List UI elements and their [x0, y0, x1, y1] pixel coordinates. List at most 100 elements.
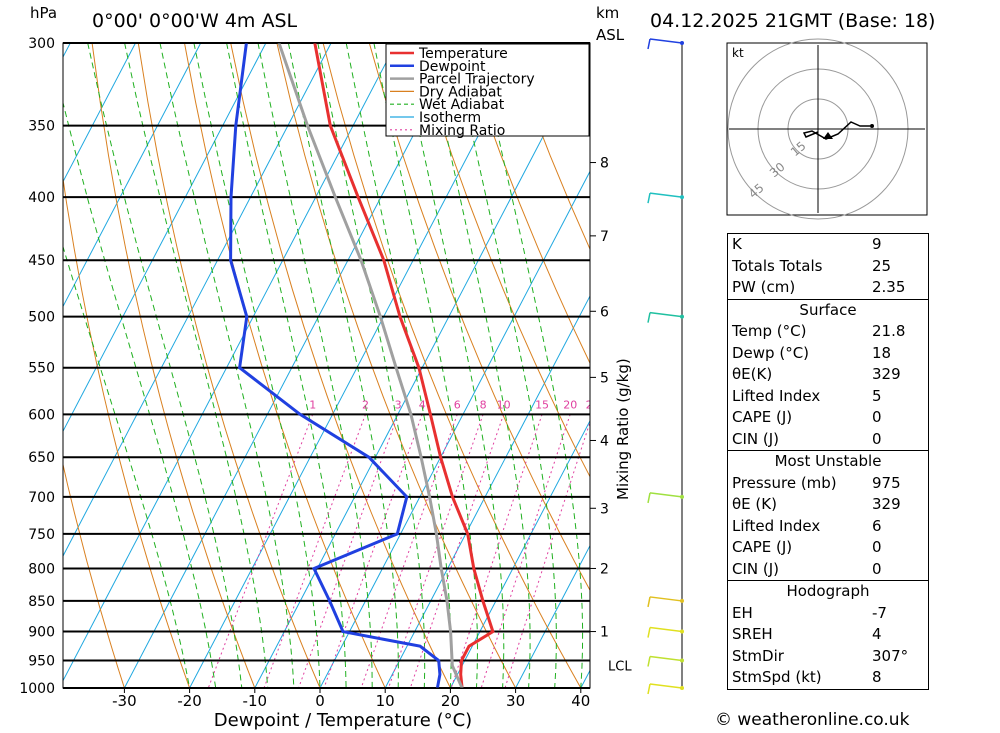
pressure-tick-label: 850	[28, 594, 55, 610]
mixing-ratio-label: 10	[497, 398, 511, 411]
hodograph-point	[870, 124, 874, 128]
mixing-ratio-label: 8	[480, 398, 487, 411]
x-tick-label: 10	[376, 692, 395, 710]
storm-motion-marker	[823, 132, 833, 139]
legend-label: Dry Adiabat	[419, 84, 502, 100]
x-tick-label: 30	[506, 692, 525, 710]
index-row-pw: PW (cm) 2.35	[732, 278, 906, 296]
legend-label: Isotherm	[419, 110, 481, 126]
footer-credit[interactable]: © weatheronline.co.uk	[715, 710, 910, 730]
legend-label: Temperature	[418, 46, 508, 62]
wet-adiabat-line	[257, 43, 373, 688]
plot-frame	[62, 42, 591, 689]
km-tick-label: 4	[600, 433, 609, 449]
isotherm-line	[63, 43, 202, 308]
mixing-ratio-label: 3	[395, 398, 402, 411]
dry-adiabat-line	[91, 43, 256, 688]
wet-adiabat-line	[373, 43, 479, 688]
mixing-ratio-axis-label: Mixing Ratio (g/kg)	[614, 358, 632, 500]
legend-label: Dewpoint	[419, 59, 486, 75]
mixing-ratio-line	[298, 414, 399, 688]
wind-barb	[647, 683, 683, 695]
isotherm-line	[63, 43, 267, 433]
pressure-tick-label: 900	[28, 625, 55, 641]
pressure-tick-label: 950	[28, 654, 55, 670]
wet-adiabat-line	[63, 100, 217, 688]
mixing-ratio-line	[388, 414, 484, 688]
wet-adiabat-line	[124, 43, 269, 688]
wind-barb	[647, 38, 683, 50]
mixing-ratio-label: 1	[309, 398, 316, 411]
x-tick-label: 0	[315, 692, 325, 710]
mixing-ratio-label: 6	[454, 398, 461, 411]
header-location: 0°00' 0°00'W 4m ASL	[92, 10, 298, 32]
dry-adiabat-line	[461, 43, 590, 365]
lcl-label: LCL	[608, 660, 632, 675]
km-tick-label: 1	[600, 625, 609, 641]
mixing-ratio-line	[409, 414, 505, 688]
dry-adiabat-line	[415, 43, 590, 478]
surface-section: Surface Temp (°C) 21.8 Dewp (°C) 18 θE(K) 3…	[728, 298, 928, 451]
header-datetime: 04.12.2025 21GMT (Base: 18)	[650, 10, 936, 32]
isotherm-line	[123, 43, 462, 688]
dry-adiabat-line	[63, 462, 125, 688]
isotherm-line	[63, 43, 397, 682]
wet-adiabat-line	[477, 43, 584, 688]
pressure-tick-label: 800	[28, 561, 55, 577]
mixing-ratio-label: 25	[586, 398, 600, 411]
pressure-tick-label: 700	[28, 490, 55, 506]
mixing-ratio-label: 2	[362, 398, 369, 411]
dry-adiabat-line	[970, 43, 1000, 688]
pressure-tick-label: 600	[28, 407, 55, 423]
hodograph-section: Hodograph EH -7 SREH 4 StmDir 307° StmSpd (…	[728, 580, 928, 689]
mixing-ratio-line	[360, 414, 458, 688]
wet-adiabat-line	[159, 43, 295, 688]
series-temperature	[313, 43, 495, 688]
surface-title: Surface	[799, 300, 857, 319]
index-row-totals: Totals Totals 25	[732, 256, 892, 275]
dry-adiabat-line	[322, 43, 582, 688]
mixing-ratio-label: 4	[419, 398, 426, 411]
wind-barbs	[647, 38, 684, 695]
mixing-ratio-line	[323, 414, 423, 688]
mixing-ratio-line	[207, 414, 314, 688]
dry-adiabat-line	[924, 43, 1000, 688]
wind-barb	[647, 192, 683, 204]
km-tick-label: 6	[600, 304, 609, 320]
mixing-ratio-label: 20	[563, 398, 577, 411]
most-unstable-section: Most Unstable Pressure (mb) 975 θE (K) 329…	[728, 450, 928, 580]
header-units: hPa	[30, 4, 58, 22]
km-tick-label: 5	[600, 370, 609, 386]
legend-label: Parcel Trajectory	[419, 72, 535, 88]
series-parcel-trajectory	[277, 43, 464, 688]
pressure-tick-label: 550	[28, 361, 55, 377]
x-tick-label: 40	[571, 692, 590, 710]
x-tick-label: 20	[441, 692, 460, 710]
dry-adiabat-line	[184, 43, 386, 688]
pressure-tick-label: 400	[28, 190, 55, 206]
km-tick-label: 2	[600, 561, 609, 577]
isotherm-line	[319, 170, 590, 688]
pressure-tick-label: 450	[28, 253, 55, 269]
most-unstable-title: Most Unstable	[774, 452, 882, 470]
wind-barb	[647, 655, 683, 667]
pressure-tick-label: 650	[28, 450, 55, 466]
pressure-tick-label: 1000	[19, 681, 55, 697]
hodograph-unit: kt	[732, 46, 744, 60]
header-km-label: km	[596, 4, 620, 22]
wet-adiabat-line	[87, 43, 243, 688]
mixing-ratio-label: 15	[535, 398, 549, 411]
header-asl-label: ASL	[596, 26, 625, 44]
mixing-ratio-line	[450, 414, 543, 688]
wind-barb	[647, 626, 683, 638]
mixing-ratio-line	[263, 414, 366, 688]
legend-box	[385, 43, 590, 137]
pressure-tick-label: 300	[28, 36, 55, 52]
isotherm-line	[254, 45, 590, 688]
pressure-tick-label: 500	[28, 310, 55, 326]
series-dewpoint	[229, 43, 442, 688]
